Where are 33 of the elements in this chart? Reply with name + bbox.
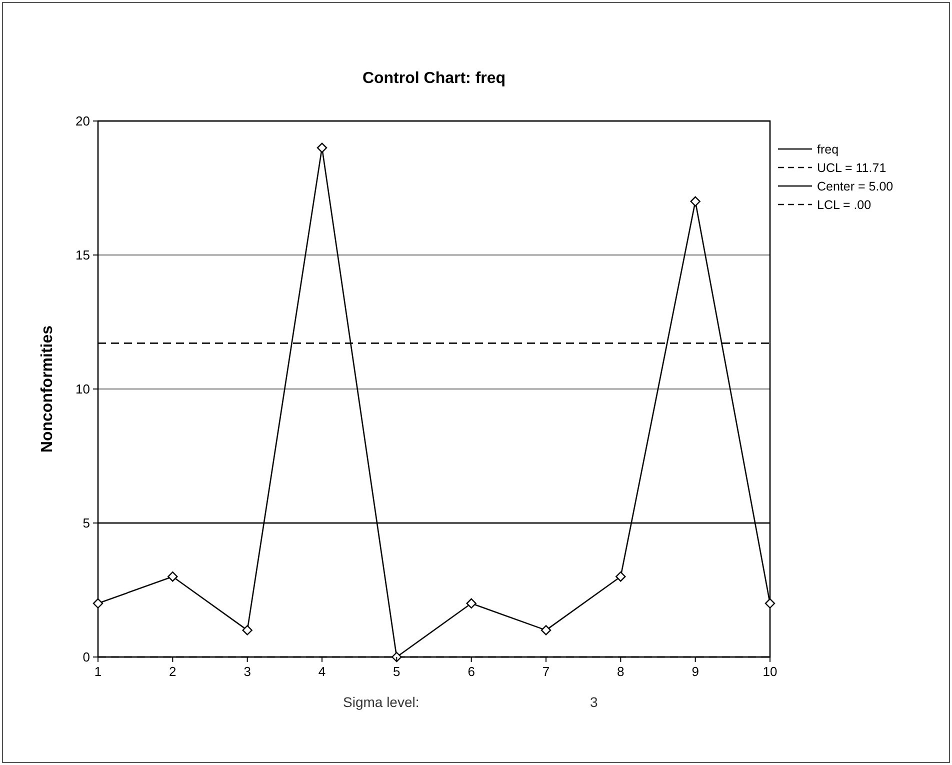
legend-label: UCL = 11.71 (817, 160, 886, 175)
y-tick-label: 15 (76, 248, 90, 263)
point (690, 196, 700, 206)
y-tick-label: 10 (76, 382, 90, 397)
x-tick-label: 3 (244, 664, 251, 679)
x-tick-label: 9 (692, 664, 699, 679)
legend-label: Center = 5.00 (817, 179, 894, 194)
y-tick-label: 5 (82, 516, 90, 531)
y-axis-title: Nonconformities (39, 325, 56, 453)
legend-label: LCL = .00 (817, 198, 872, 212)
legend-label: freq (817, 142, 839, 156)
x-tick-label: 8 (617, 664, 624, 679)
x-tick-label: 1 (94, 664, 102, 679)
text: 3 (590, 694, 598, 710)
point (540, 625, 552, 636)
x-tick-label: 5 (393, 664, 400, 679)
y-tick-label: 0 (82, 650, 90, 665)
x-tick-label: 6 (468, 664, 475, 679)
y-tick-label: 20 (76, 114, 90, 129)
point (616, 572, 626, 582)
point (392, 652, 402, 662)
point (466, 598, 476, 608)
chart-title: Control Chart: freq (362, 70, 506, 87)
text: Sigma level: (343, 694, 420, 710)
x-tick-label: 2 (169, 664, 176, 679)
x-tick-label: 7 (542, 664, 550, 679)
x-tick-label: 10 (762, 664, 778, 679)
point (92, 598, 104, 608)
point (316, 142, 328, 153)
point (764, 598, 776, 608)
point (242, 625, 252, 636)
point (168, 572, 178, 582)
x-tick-label: 4 (318, 664, 326, 679)
